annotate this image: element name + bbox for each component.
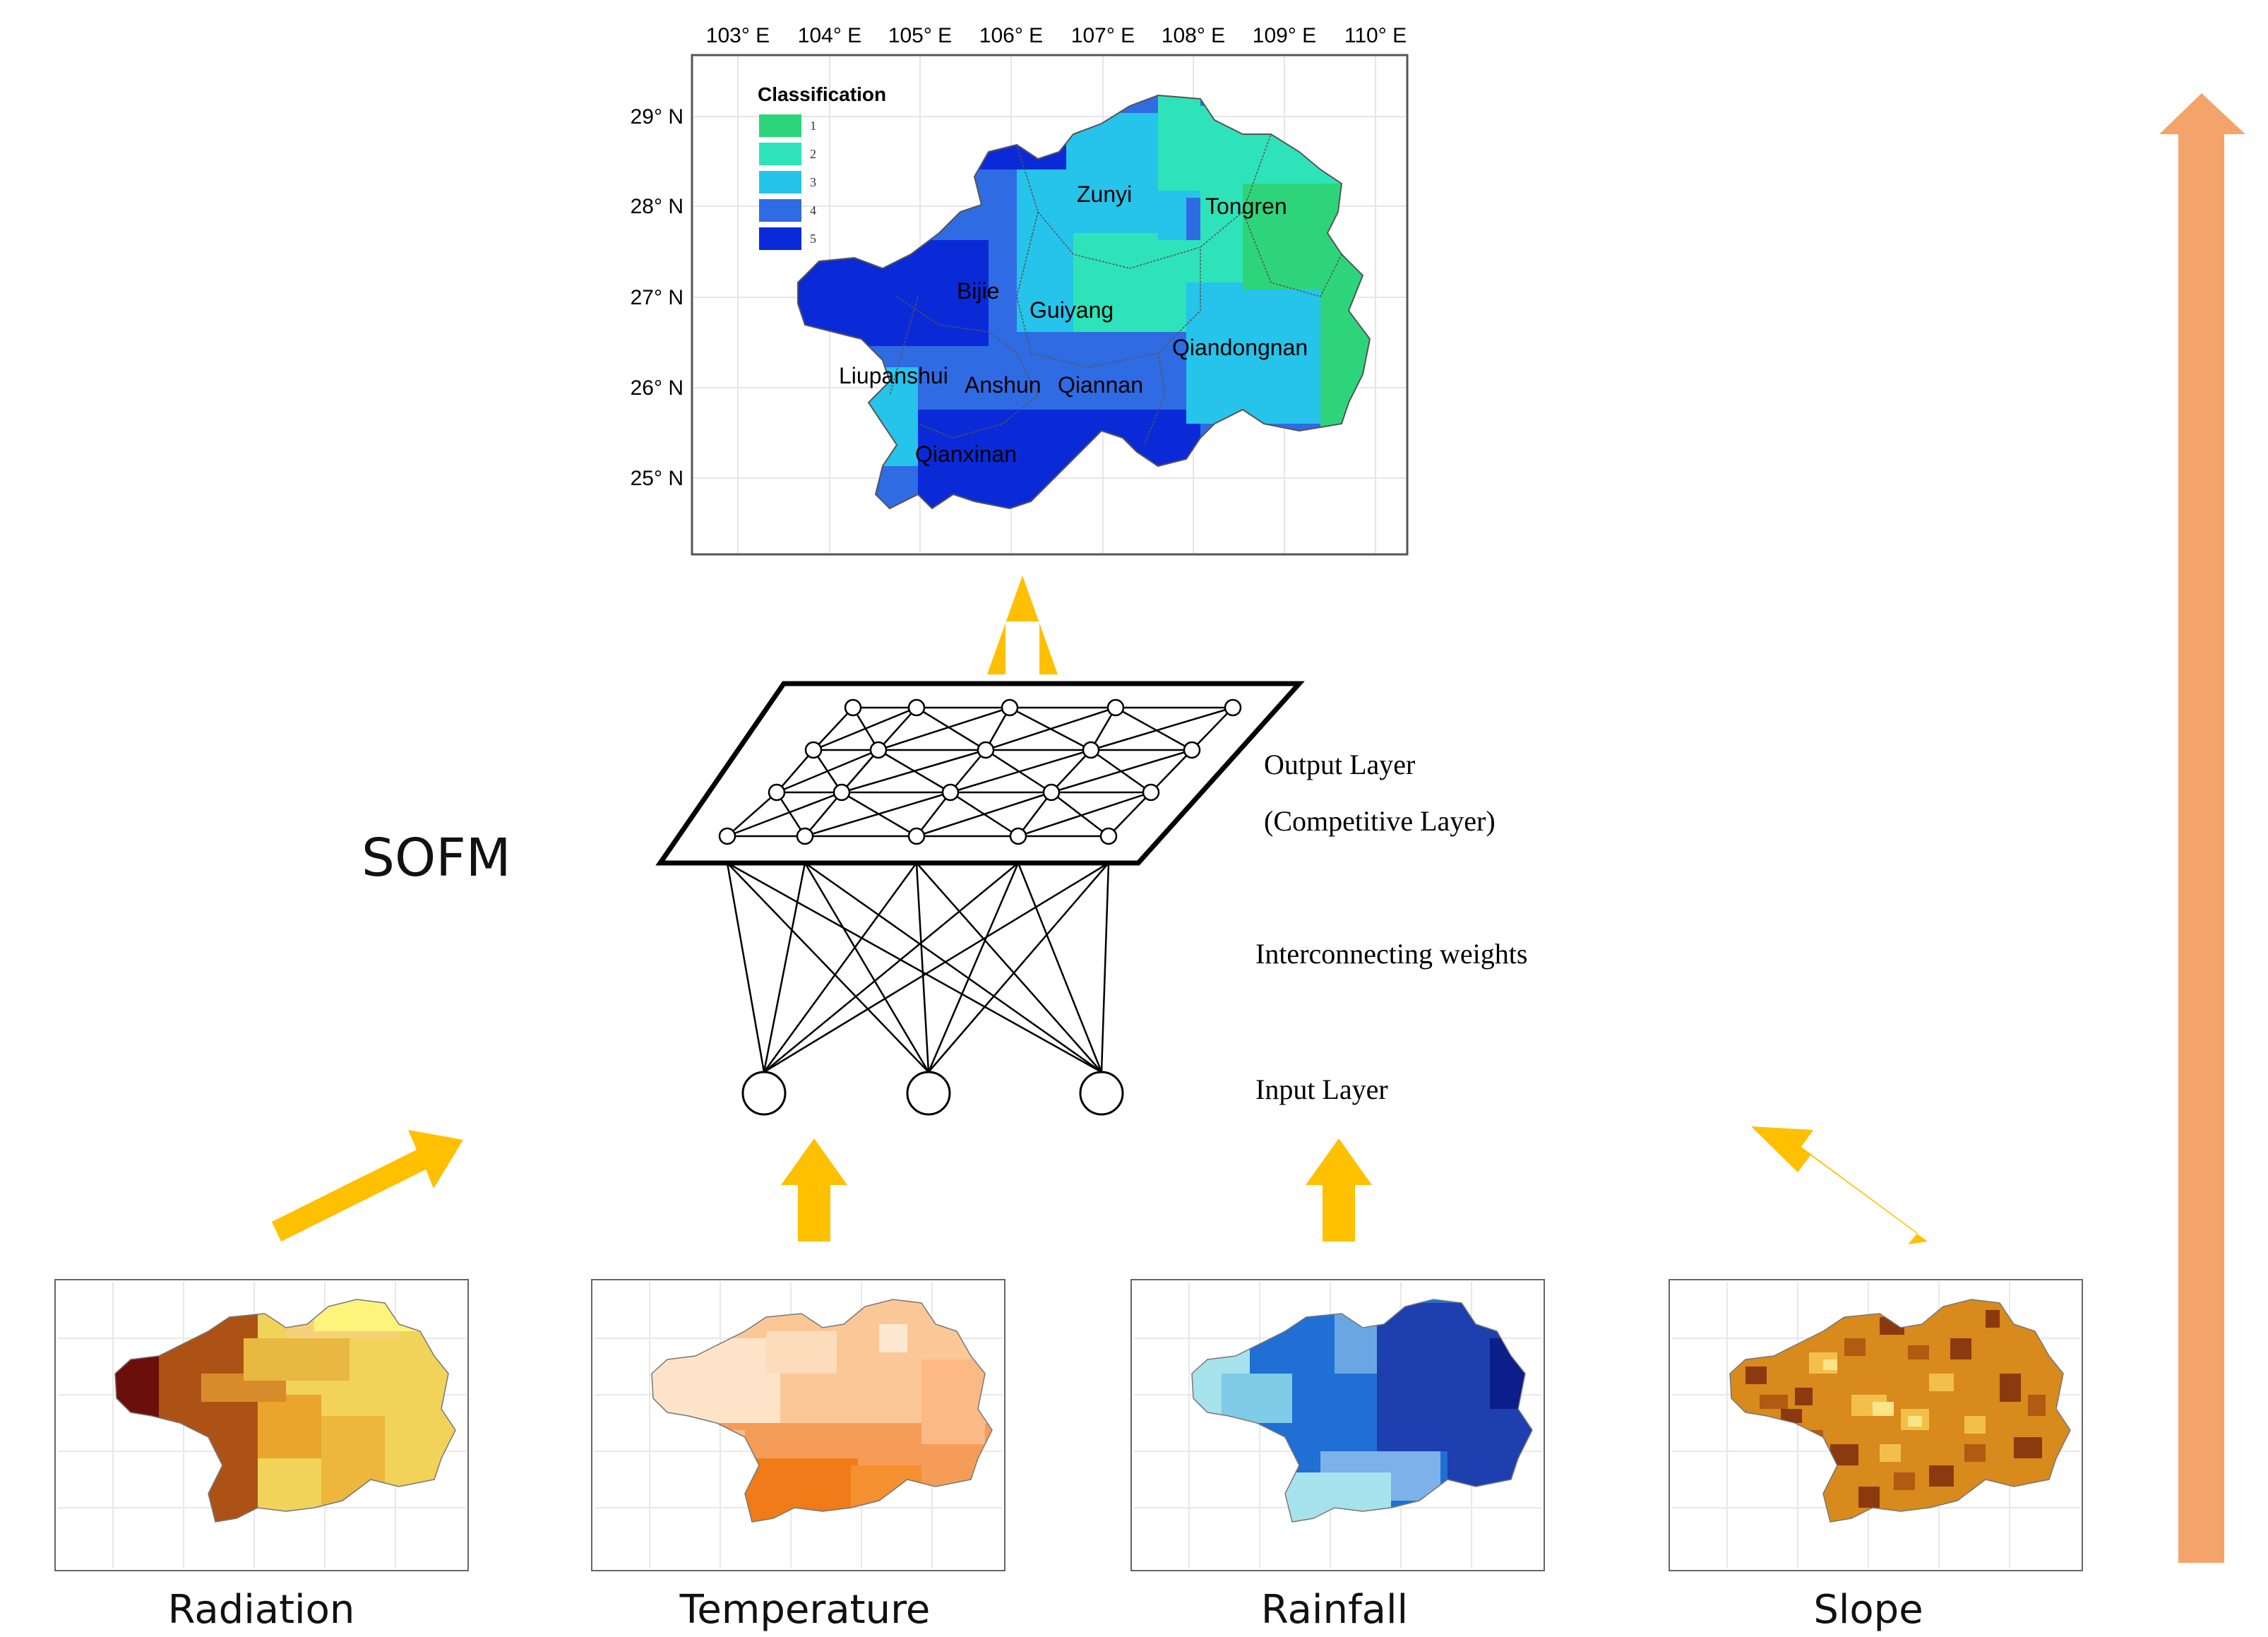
rainfall-panel: Rainfall [1130,1279,1545,1633]
region-boundaries [889,133,1342,446]
main-map: 103° E 104° E 105° E 106° E 107° E 108° … [631,24,1409,556]
lon-tick: 110° E [1344,24,1407,47]
main-map-lat-ticks: 29° N 28° N 27° N 26° N 25° N [631,105,684,490]
output-node [1042,783,1061,802]
slope-label: Slope [1813,1587,1923,1633]
region-label-zunyi: Zunyi [1077,181,1132,207]
legend-label: 5 [810,232,816,246]
output-up-arrow [987,576,1058,674]
sofm-network: SOFM Output Layer (Competitive Layer) In… [362,681,1527,1116]
lat-tick: 26° N [631,376,684,400]
legend-label: 4 [810,203,816,218]
input-layer-label: Input Layer [1255,1073,1388,1105]
lat-tick: 25° N [631,467,684,490]
lon-tick: 104° E [798,24,861,47]
legend-swatch-4 [759,199,801,222]
lat-tick: 28° N [631,195,684,218]
radiation-arrow [272,1130,463,1242]
output-node [1106,698,1125,717]
radiation-label: Radiation [168,1587,355,1633]
output-node [844,698,862,717]
output-node [768,783,786,802]
input-node [741,1071,787,1116]
temperature-arrow [781,1138,847,1242]
legend-swatch-3 [759,171,801,194]
legend-swatch-5 [759,227,801,250]
output-node [907,827,926,845]
region-label-qiandongnan: Qiandongnan [1172,335,1308,360]
sofm-label: SOFM [362,828,511,888]
legend-title: Classification [758,83,886,105]
region-label-guiyang: Guiyang [1029,297,1114,323]
temperature-label: Temperature [679,1587,931,1633]
legend-swatch-2 [759,143,801,165]
region-label-liupanshui: Liupanshui [839,363,948,388]
slope-panel: Slope [1669,1279,2083,1633]
interconnecting-weights-lines [726,862,1110,1073]
output-node [907,698,926,717]
radiation-panel: Radiation [54,1279,469,1633]
output-node [1082,741,1100,759]
legend-label: 1 [810,119,816,133]
temperature-panel: Temperature [591,1279,1005,1633]
region-label-bijie: Bijie [957,278,999,304]
legend-label: 2 [810,147,816,161]
input-arrows [272,1126,1928,1244]
output-node [804,741,823,759]
slope-arrow [1751,1126,1928,1244]
output-node [869,741,888,759]
lon-tick: 103° E [706,24,770,47]
rainfall-label: Rainfall [1261,1587,1408,1633]
guizhou-outline [797,94,1371,510]
legend-label: 3 [810,175,816,189]
interconnecting-weights-label: Interconnecting weights [1255,938,1527,970]
main-map-lon-ticks: 103° E 104° E 105° E 106° E 107° E 108° … [706,24,1407,47]
output-node [1224,698,1242,717]
lat-tick: 27° N [631,286,684,309]
region-label-qianxinan: Qianxinan [915,441,1017,467]
output-node [1099,827,1118,845]
output-node [718,827,736,845]
lon-tick: 107° E [1071,24,1135,47]
region-labels: Zunyi Tongren Bijie Guiyang Qiandongnan … [839,181,1308,467]
lat-tick: 29° N [631,105,684,129]
lon-tick: 106° E [979,24,1043,47]
input-node [1079,1071,1124,1116]
region-label-qiannan: Qiannan [1058,372,1143,398]
output-node [1142,783,1160,802]
output-node [977,741,995,759]
legend-swatch-1 [759,114,801,137]
region-label-anshun: Anshun [965,372,1042,398]
rainfall-arrow [1306,1138,1372,1242]
output-node [941,783,960,802]
output-node [1183,741,1201,759]
overall-flow-arrow [2159,93,2245,1563]
lon-tick: 109° E [1253,24,1316,47]
output-layer-label: Output Layer [1264,749,1415,780]
input-node [906,1071,951,1116]
classification-legend: Classification 1 2 3 4 5 [758,83,886,250]
input-nodes [741,1071,1124,1116]
competitive-layer-label: (Competitive Layer) [1264,805,1496,837]
output-node [832,783,851,802]
competitive-nodes [718,698,1242,845]
lon-tick: 105° E [888,24,952,47]
output-node [796,827,814,845]
output-node [1001,698,1019,717]
output-node [1009,827,1027,845]
lon-tick: 108° E [1162,24,1225,47]
region-label-tongren: Tongren [1205,194,1287,219]
